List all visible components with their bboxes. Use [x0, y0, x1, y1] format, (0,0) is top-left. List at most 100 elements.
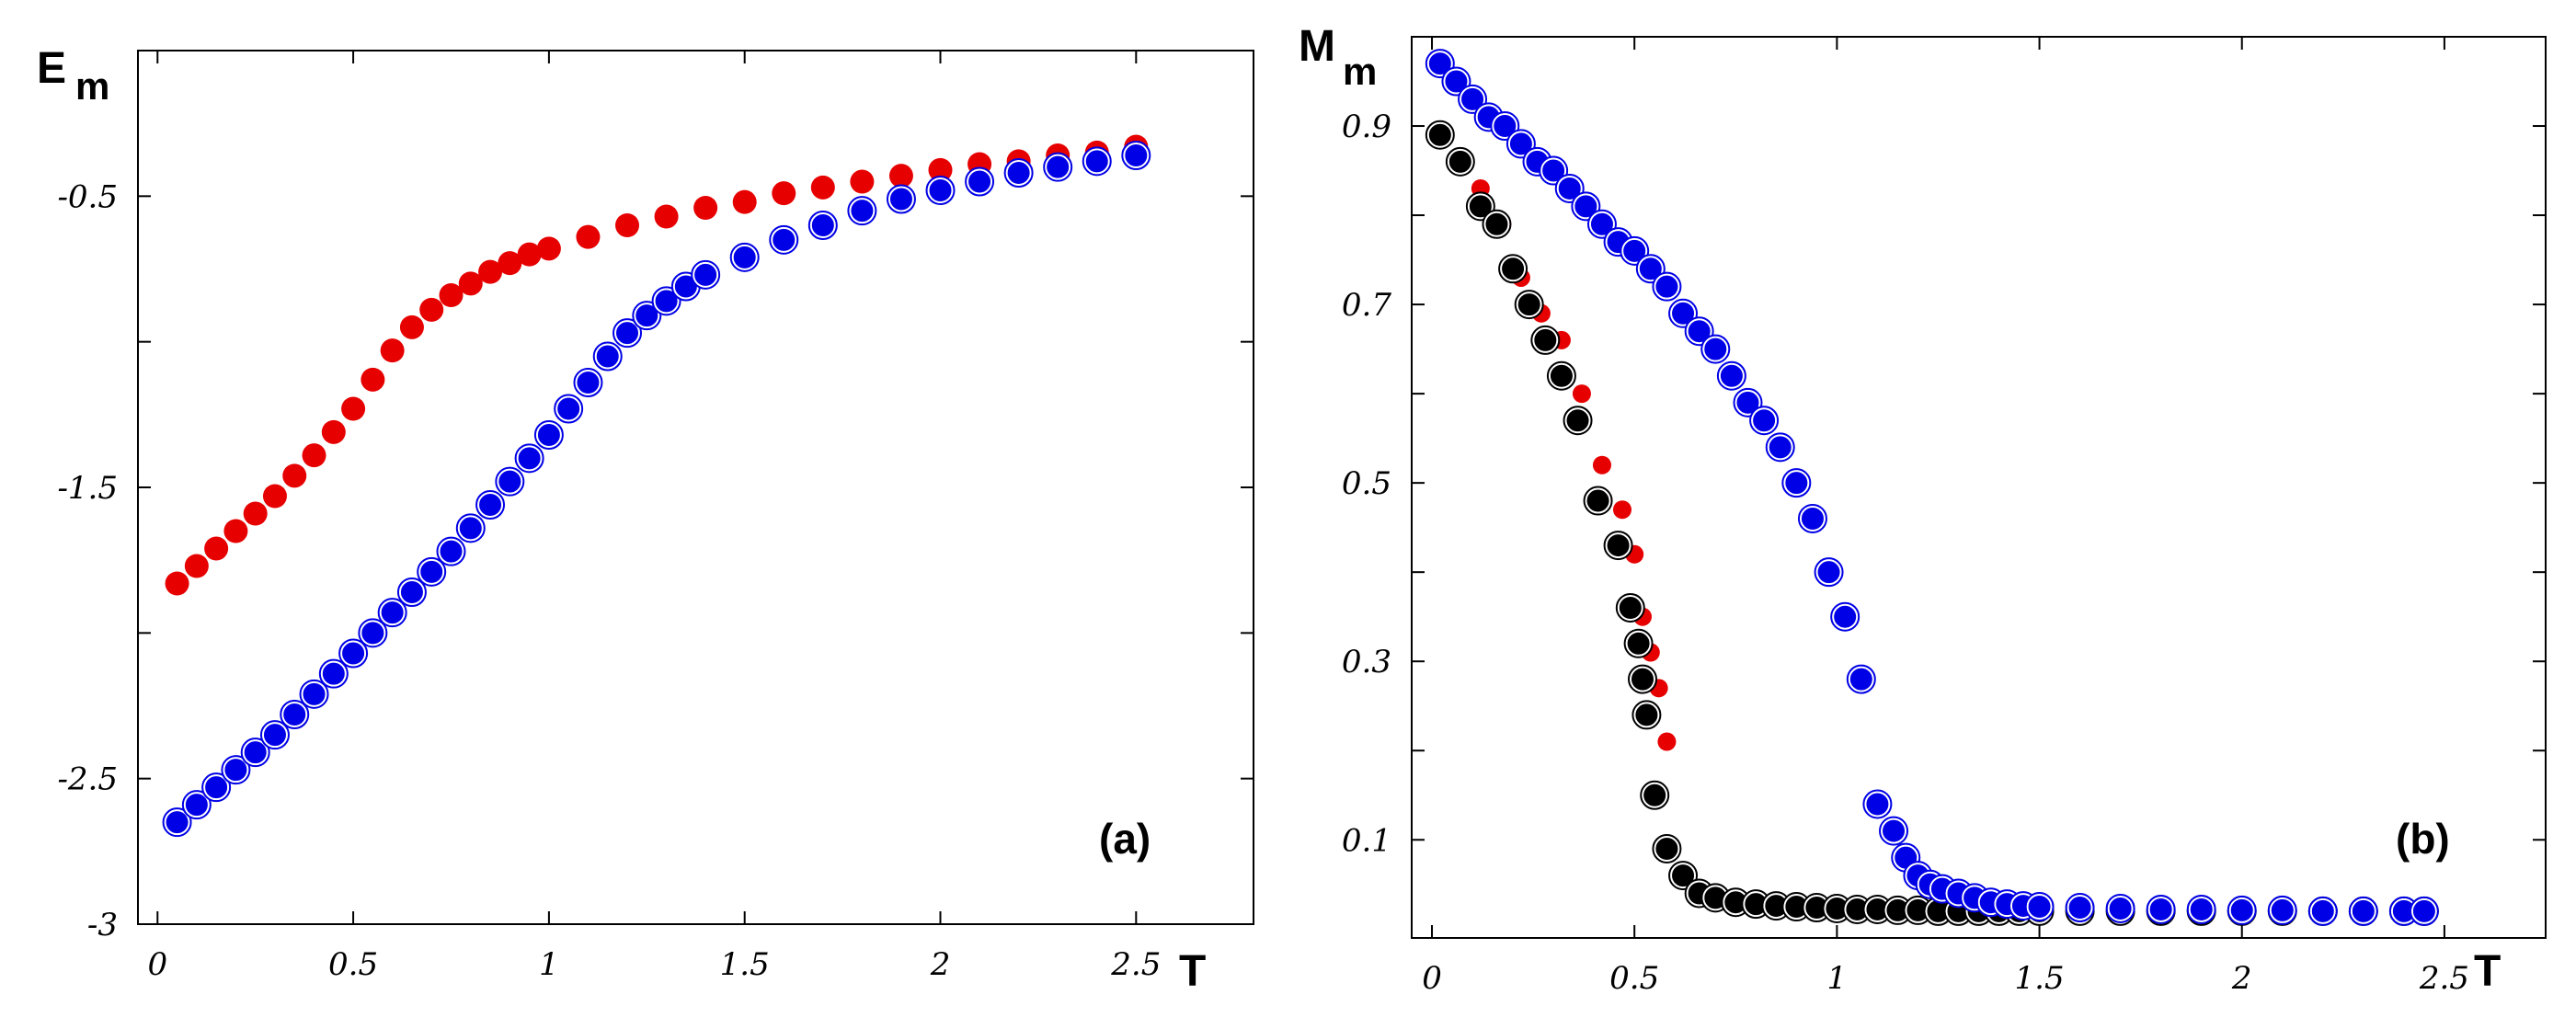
data-point-ring [259, 720, 290, 750]
panel-a-ylabel-sub: m [75, 64, 109, 108]
panel-b-label: (b) [2396, 815, 2450, 863]
data-point [2228, 897, 2255, 923]
data-point [1588, 211, 1615, 237]
data-point [301, 680, 327, 707]
data-point-ring [1441, 66, 1471, 97]
data-point [1654, 273, 1680, 300]
a-xtick-label: 2 [930, 946, 951, 983]
data-point-ring [221, 755, 251, 785]
data-point [771, 226, 797, 253]
data-point-ring [338, 638, 369, 669]
data-point-ring [1425, 49, 1455, 79]
panel-a-points [162, 134, 1151, 838]
data-point-ring [1635, 254, 1666, 284]
data-point [732, 189, 757, 214]
data-point [398, 579, 425, 605]
data-point [399, 314, 424, 339]
data-point-ring [554, 394, 584, 424]
data-point [2067, 895, 2093, 921]
data-point [281, 702, 308, 727]
data-point [1686, 318, 1712, 345]
data-point [1426, 51, 1453, 77]
panel-a-xlabel: T [1179, 947, 1206, 996]
data-point [2026, 894, 2053, 920]
data-point-ring [1458, 84, 1488, 114]
data-point-ring [592, 341, 623, 372]
data-point-ring [318, 658, 349, 689]
data-point [243, 501, 268, 526]
data-point-ring [886, 184, 916, 214]
data-point-ring [299, 679, 329, 709]
data-point-ring [1603, 531, 1633, 561]
data-point [262, 484, 287, 509]
data-point [693, 196, 718, 220]
data-point [1556, 175, 1583, 201]
data-point [536, 236, 561, 261]
a-ytick-label: -3 [87, 907, 118, 943]
data-point [614, 320, 641, 347]
data-point [1507, 131, 1534, 157]
data-point [360, 620, 386, 646]
data-point-ring [162, 807, 192, 838]
data-point-ring [847, 196, 877, 226]
a-xtick-label: 1.5 [720, 946, 770, 983]
b-xtick-label: 1 [1827, 960, 1848, 997]
data-point [164, 809, 190, 836]
data-point [242, 739, 269, 766]
data-point-ring [1465, 191, 1495, 222]
data-point-ring [2267, 895, 2297, 925]
data-point [223, 757, 249, 783]
data-point-ring [1716, 360, 1746, 391]
data-point [282, 463, 307, 488]
data-point [1005, 160, 1032, 186]
data-point-ring [2105, 893, 2135, 923]
data-point [458, 271, 483, 296]
data-point-ring [417, 556, 447, 587]
data-point [654, 204, 679, 229]
data-point-ring [807, 211, 838, 240]
b-xtick-label: 1.5 [2015, 960, 2065, 997]
data-point [1815, 559, 1842, 586]
data-point [2309, 898, 2336, 924]
data-point-ring [358, 618, 388, 648]
data-point-ring [573, 368, 603, 397]
data-point [1612, 500, 1631, 520]
a-series-blue [162, 141, 1151, 838]
panel-b-xlabel: T [2474, 947, 2501, 996]
data-point [498, 251, 522, 276]
data-point-ring [1684, 316, 1714, 347]
b-ytick-label: 0.1 [1342, 822, 1391, 859]
data-point [184, 554, 209, 578]
a-xtick-label: 0.5 [328, 946, 378, 983]
data-point [418, 558, 445, 585]
data-point [2410, 898, 2437, 924]
data-point [2269, 897, 2296, 923]
data-point-ring [632, 301, 662, 331]
data-point [1573, 193, 1599, 220]
data-point [204, 536, 229, 561]
data-point [1467, 193, 1494, 220]
data-point [320, 660, 347, 687]
b-series-black [1425, 120, 2439, 926]
data-point-ring [1554, 173, 1585, 203]
data-point-ring [1814, 557, 1844, 588]
data-point-ring [1425, 120, 1455, 150]
data-point [457, 515, 484, 542]
panel-b-ylabel: M [1299, 22, 1335, 71]
data-point-ring [1628, 664, 1658, 694]
data-point [634, 303, 660, 329]
data-point-ring [1620, 235, 1650, 266]
data-point [888, 164, 913, 189]
data-point [1881, 817, 1907, 844]
data-point [1483, 211, 1510, 237]
data-point-ring [1640, 780, 1670, 810]
data-point [1625, 630, 1652, 657]
panel-b: 0 0.5 1 1.5 2 2.5 0.9 0.7 0.5 0.3 0.1 M m T (b) [1299, 22, 2547, 997]
data-point [1751, 407, 1778, 434]
data-point [1426, 121, 1453, 148]
data-point [1670, 863, 1697, 889]
data-point-ring [1539, 155, 1569, 186]
panel-a: 0 0.5 1 1.5 2 2.5 -0.5 -1.5 -2.5 -3 E m T (a) [37, 44, 1254, 996]
data-point-ring [1749, 406, 1780, 436]
data-point [1460, 86, 1486, 112]
